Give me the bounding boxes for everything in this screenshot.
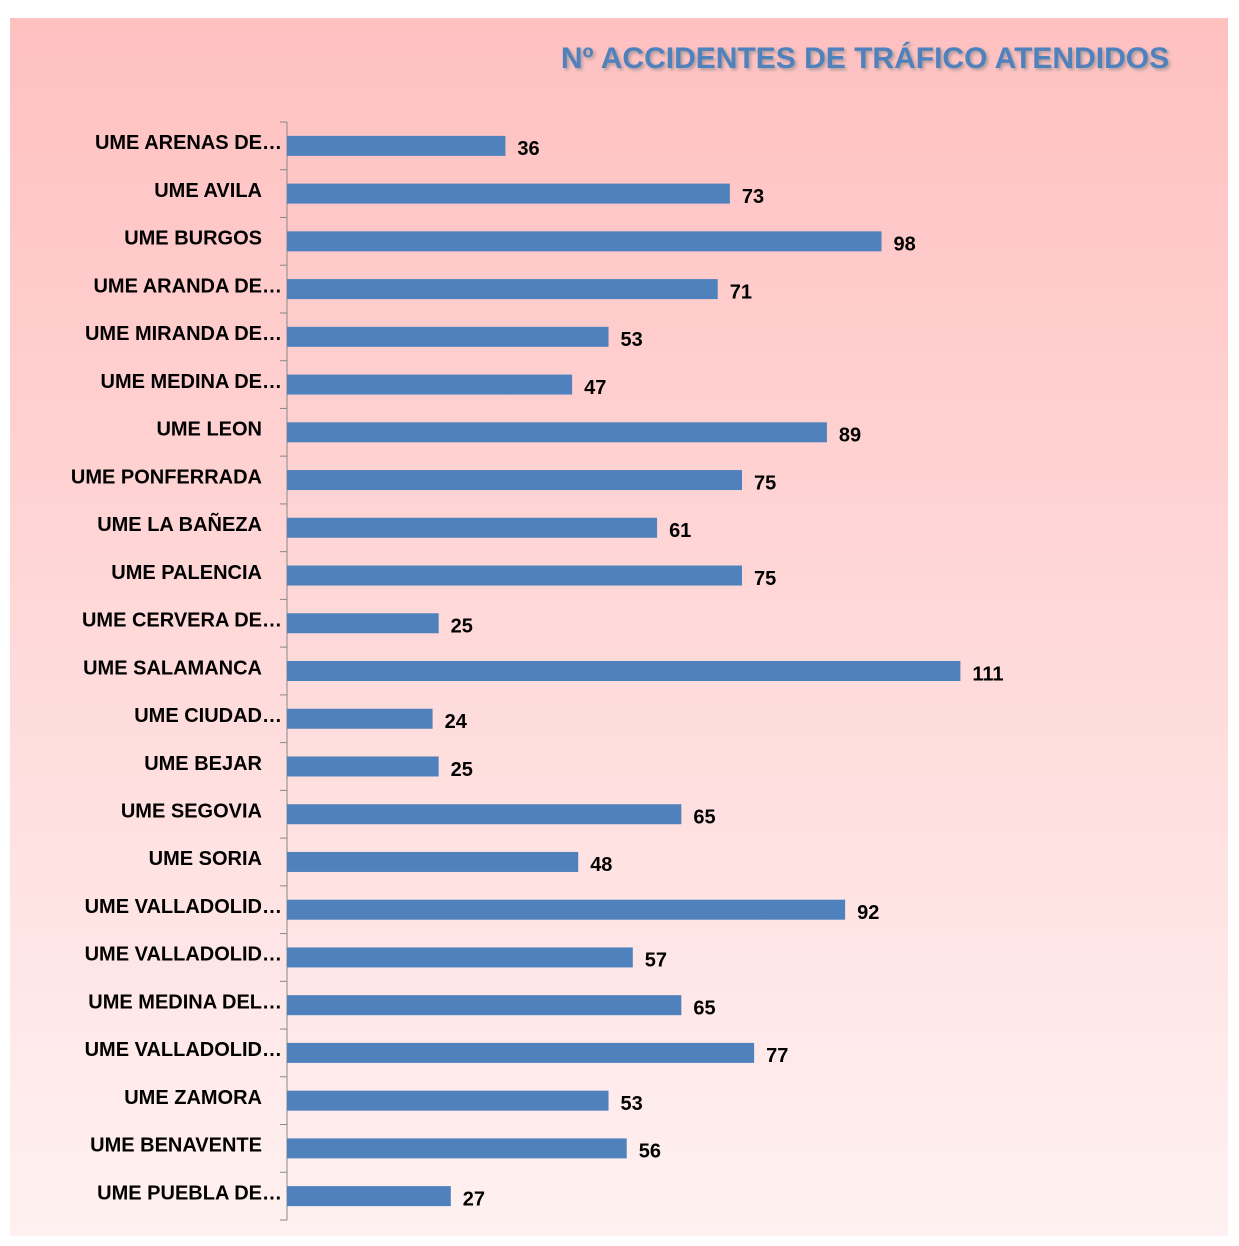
y-tick-label: UME BENAVENTE xyxy=(90,1135,262,1157)
y-tick-label: UME VALLADOLID… xyxy=(85,944,282,966)
bar xyxy=(287,851,579,872)
bar xyxy=(287,708,433,729)
value-label: 48 xyxy=(590,854,612,876)
value-label: 65 xyxy=(693,806,715,828)
bar xyxy=(287,470,742,491)
bar xyxy=(287,1042,755,1063)
bar xyxy=(287,661,961,681)
y-tick-label: UME VALLADOLID… xyxy=(85,896,282,918)
value-label: 36 xyxy=(517,138,539,160)
y-tick-label: UME CIUDAD… xyxy=(134,705,282,727)
bar xyxy=(287,422,827,443)
value-label: 53 xyxy=(621,329,643,351)
y-tick-label: UME MEDINA DE… xyxy=(101,371,282,393)
value-label: 98 xyxy=(894,234,916,256)
y-tick-label: UME PUEBLA DE… xyxy=(97,1182,282,1204)
bar xyxy=(287,326,609,347)
bar xyxy=(287,565,742,586)
y-tick-label: UME CERVERA DE… xyxy=(82,610,282,632)
bar xyxy=(287,804,682,825)
chart-background xyxy=(10,18,1228,1236)
bar xyxy=(287,231,882,252)
bar xyxy=(287,1090,609,1111)
bar xyxy=(287,756,439,777)
value-label: 56 xyxy=(639,1141,661,1163)
y-tick-label: UME ZAMORA xyxy=(124,1087,262,1109)
value-label: 92 xyxy=(857,902,879,924)
y-tick-label: UME AVILA xyxy=(154,180,262,202)
value-label: 77 xyxy=(766,1045,788,1067)
y-tick-label: UME VALLADOLID… xyxy=(85,1039,282,1061)
value-label: 71 xyxy=(730,281,752,303)
y-tick-label: UME BURGOS xyxy=(124,228,262,250)
value-label: 73 xyxy=(742,186,764,208)
value-label: 111 xyxy=(972,663,1003,685)
value-label: 25 xyxy=(451,616,473,638)
value-label: 24 xyxy=(445,711,468,733)
value-label: 25 xyxy=(451,759,473,781)
bar xyxy=(287,183,730,204)
value-label: 65 xyxy=(693,997,715,1019)
chart-title: Nº ACCIDENTES DE TRÁFICO ATENDIDOS xyxy=(561,41,1169,75)
bar xyxy=(287,947,633,968)
y-tick-label: UME LEON xyxy=(156,419,262,441)
value-label: 75 xyxy=(754,472,776,494)
value-label: 27 xyxy=(463,1188,485,1210)
bar xyxy=(287,899,846,920)
y-tick-label: UME BEJAR xyxy=(144,753,262,775)
value-label: 57 xyxy=(645,950,667,972)
bar xyxy=(287,374,573,395)
value-label: 53 xyxy=(621,1093,643,1115)
bar xyxy=(287,135,506,156)
y-tick-label: UME ARANDA DE… xyxy=(93,275,282,297)
y-tick-label: UME MIRANDA DE… xyxy=(85,323,282,345)
y-tick-label: UME PONFERRADA xyxy=(71,466,262,488)
y-tick-label: UME PALENCIA xyxy=(111,562,262,584)
bar xyxy=(287,613,439,634)
value-label: 89 xyxy=(839,425,861,447)
value-label: 75 xyxy=(754,568,776,590)
bar xyxy=(287,995,682,1016)
y-tick-label: UME ARENAS DE… xyxy=(95,132,282,154)
y-tick-label: UME MEDINA DEL… xyxy=(88,991,282,1013)
value-label: 47 xyxy=(584,377,606,399)
y-tick-label: UME SALAMANCA xyxy=(83,657,262,679)
y-tick-label: UME SEGOVIA xyxy=(121,800,262,822)
value-label: 61 xyxy=(669,520,691,542)
y-tick-label: UME LA BAÑEZA xyxy=(97,513,262,536)
bar xyxy=(287,517,658,538)
bar xyxy=(287,1138,627,1159)
bar xyxy=(287,279,718,300)
y-tick-label: UME SORIA xyxy=(149,848,262,870)
bar xyxy=(287,1186,451,1207)
